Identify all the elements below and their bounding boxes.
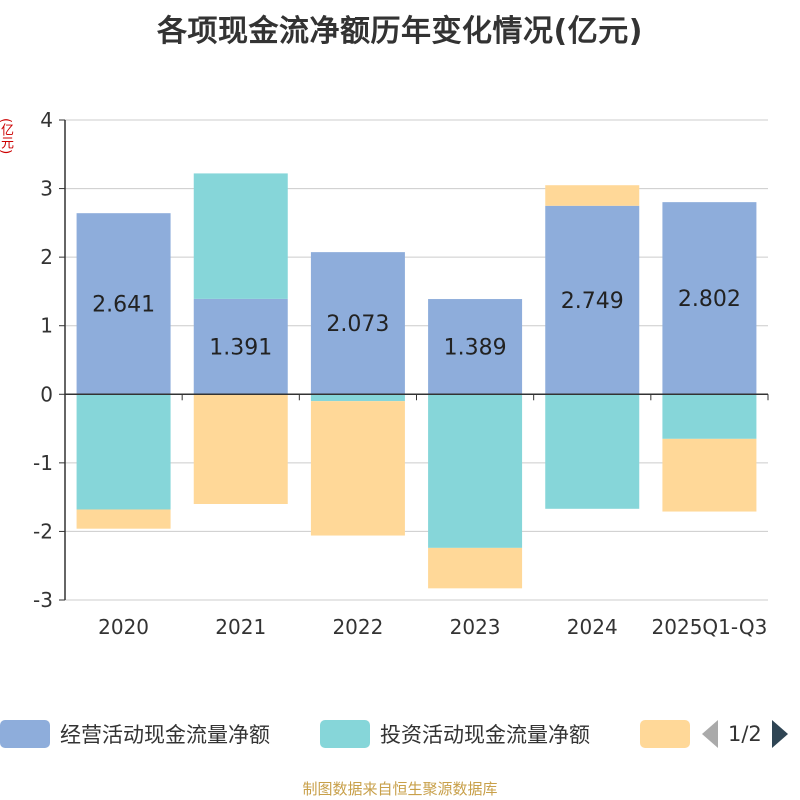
x-tick-label: 2023 xyxy=(450,615,501,639)
bar-series2-2024 xyxy=(545,185,640,206)
grid-lines xyxy=(65,119,768,601)
bar-series2-2021 xyxy=(193,394,288,504)
data-label: 2.802 xyxy=(678,287,741,312)
data-label: 2.073 xyxy=(326,312,389,337)
bar-series0-2022 xyxy=(310,252,405,395)
legend-item-operating[interactable]: 经营活动现金流量净额 xyxy=(0,714,270,754)
legend-next-icon[interactable] xyxy=(771,720,788,748)
bar-series2-2020 xyxy=(76,509,171,529)
legend-swatch-investing xyxy=(320,720,370,748)
bar-series2-2025Q1-Q3 xyxy=(662,438,757,512)
y-tick-label: -1 xyxy=(33,451,53,475)
x-tick-label: 2020 xyxy=(98,615,149,639)
bar-series1-2022 xyxy=(310,394,405,402)
y-tick-label: -2 xyxy=(33,519,53,543)
axes: 4 3 2 1 0 -1 -2 -3 2020 2021 2022 2023 2024 2025Q1-Q3 xyxy=(33,108,769,639)
bar-series2-2022 xyxy=(310,401,405,536)
bar-series0-2021 xyxy=(193,298,288,395)
data-label: 1.391 xyxy=(209,336,272,361)
x-tick-label: 2025Q1-Q3 xyxy=(652,615,768,639)
legend: 经营活动现金流量净额 投资活动现金流量净额 1/2 xyxy=(0,714,800,754)
bar-series0-2024 xyxy=(545,205,640,395)
legend-pager: 1/2 xyxy=(702,714,788,754)
legend-prev-icon[interactable] xyxy=(702,720,718,748)
bar-series1-2024 xyxy=(545,394,640,509)
x-tick-label: 2022 xyxy=(332,615,383,639)
bar-series0-2020 xyxy=(76,213,171,395)
chart-title: 各项现金流净额历年变化情况(亿元) xyxy=(157,14,643,49)
legend-swatch-operating xyxy=(0,720,50,748)
y-axis-unit: (亿元) xyxy=(0,118,13,155)
bars xyxy=(76,173,757,589)
legend-label-operating: 经营活动现金流量净额 xyxy=(60,723,270,747)
data-label: 2.749 xyxy=(561,289,624,314)
y-tick-label: -3 xyxy=(33,588,53,612)
bar-series0-2025Q1-Q3 xyxy=(662,202,757,395)
data-source-note: 制图数据来自恒生聚源数据库 xyxy=(302,780,498,798)
labels: 2.641 1.391 2.073 1.389 2.749 2.802 xyxy=(92,287,741,360)
x-tick-label: 2024 xyxy=(567,615,618,639)
y-tick-label: 3 xyxy=(40,177,53,201)
bar-series0-2023 xyxy=(428,299,523,395)
y-tick-label: 0 xyxy=(40,382,53,406)
legend-page-indicator: 1/2 xyxy=(728,722,762,746)
chart-plot: 4 3 2 1 0 -1 -2 -3 2020 2021 2022 2023 2024 2025Q1-Q3… xyxy=(33,108,769,639)
legend-item-investing[interactable]: 投资活动现金流量净额 xyxy=(320,714,590,754)
legend-label-investing: 投资活动现金流量净额 xyxy=(380,723,590,747)
bar-series1-2023 xyxy=(428,394,523,548)
bar-series1-2020 xyxy=(76,394,171,510)
data-label: 2.641 xyxy=(92,293,155,318)
legend-swatch-financing xyxy=(640,720,690,748)
y-tick-label: 1 xyxy=(40,314,53,338)
y-tick-label: 4 xyxy=(40,108,53,132)
bar-series2-2023 xyxy=(428,547,523,589)
x-tick-label: 2021 xyxy=(215,615,266,639)
bar-series1-2025Q1-Q3 xyxy=(662,394,757,439)
data-label: 1.389 xyxy=(444,336,507,361)
y-tick-label: 2 xyxy=(40,245,53,269)
legend-item-financing[interactable] xyxy=(640,714,690,754)
bar-series1-2021 xyxy=(193,173,288,299)
